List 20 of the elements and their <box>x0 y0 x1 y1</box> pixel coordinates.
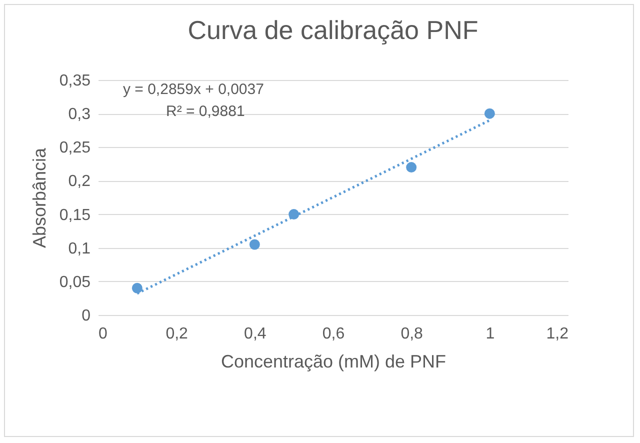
annotation: y = 0,2859x + 0,0037 <box>123 81 264 98</box>
y-tick-label: 0 <box>82 308 91 324</box>
x-tick-label: 1,2 <box>546 326 569 342</box>
y-tick-label: 0,35 <box>59 72 91 90</box>
y-tick-label: 0,3 <box>68 106 91 124</box>
y-axis-title: Absorbância <box>29 146 50 248</box>
x-tick-label: 0,4 <box>244 326 266 342</box>
x-tick-label: 0,8 <box>400 326 424 342</box>
chart-title: Curva de calibração PNF <box>188 15 478 45</box>
x-tick-label: 0,6 <box>322 326 345 342</box>
y-tick-label: 0,15 <box>59 206 91 224</box>
y-tick-label: 0,05 <box>59 274 91 291</box>
x-axis-title: Concentração (mM) de PNF <box>220 352 446 372</box>
y-tick-label: 0,25 <box>59 140 91 157</box>
y-tick-label: 0,2 <box>68 173 91 190</box>
x-tick-label: 0,2 <box>166 326 188 342</box>
annotation: R² = 0,9881 <box>166 103 245 120</box>
y-tick-label: 0,1 <box>68 240 91 258</box>
x-tick-label: 0 <box>98 326 108 342</box>
x-tick-label: 1 <box>486 326 495 342</box>
